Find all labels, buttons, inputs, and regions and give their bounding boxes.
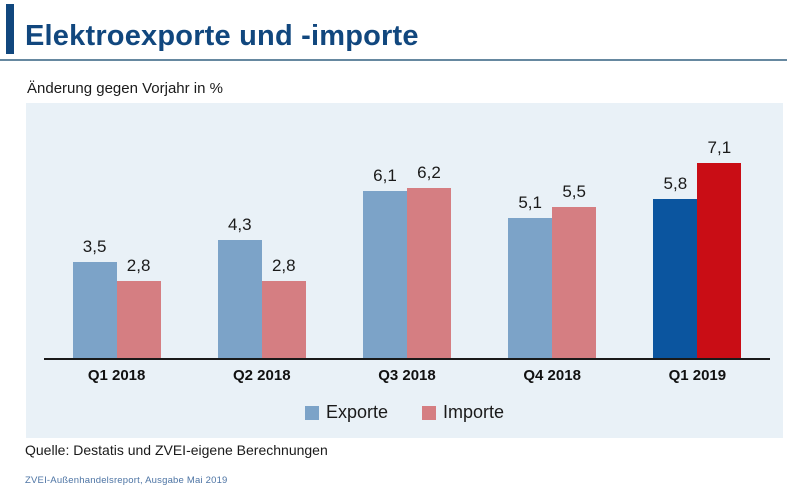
bar-column-importe-q4-2018: 5,5 xyxy=(552,182,597,358)
legend-label: Importe xyxy=(443,402,505,422)
source-note: Quelle: Destatis und ZVEI-eigene Berechn… xyxy=(25,442,328,458)
legend-swatch-icon xyxy=(304,405,319,420)
x-label-q4-2018: Q4 2018 xyxy=(523,367,581,384)
value-label-importe-q2-2018: 2,8 xyxy=(271,256,296,275)
bar-column-importe-q1-2018: 2,8 xyxy=(116,256,161,358)
value-label-importe-q1-2019: 7,1 xyxy=(707,138,732,157)
bar-column-exporte-q1-2018: 3,5 xyxy=(72,237,117,358)
value-label-exporte-q1-2018: 3,5 xyxy=(82,237,107,256)
x-label-q3-2018: Q3 2018 xyxy=(378,367,436,384)
bar-group-q4-2018: 5,1 5,5 xyxy=(508,182,597,358)
bar-group-q1-2018: 3,5 2,8 xyxy=(72,237,161,358)
bar-column-exporte-q3-2018: 6,1 xyxy=(362,166,407,358)
x-label-q1-2018: Q1 2018 xyxy=(87,367,146,384)
bar-importe-q2-2018 xyxy=(261,281,306,358)
bar-column-importe-q2-2018: 2,8 xyxy=(261,256,306,358)
bar-importe-q4-2018 xyxy=(552,207,597,358)
bar-exporte-q2-2018 xyxy=(217,240,262,358)
bar-column-exporte-q1-2019: 5,8 xyxy=(653,174,698,358)
bar-group-q3-2018: 6,1 6,2 xyxy=(362,163,451,358)
value-label-importe-q3-2018: 6,2 xyxy=(417,163,441,182)
legend-item-exporte: Exporte xyxy=(304,402,388,423)
title-divider xyxy=(0,59,787,61)
value-label-exporte-q1-2019: 5,8 xyxy=(663,174,688,193)
x-label-q2-2018: Q2 2018 xyxy=(233,367,291,384)
bar-importe-q1-2018 xyxy=(116,281,161,358)
bar-column-importe-q1-2019: 7,1 xyxy=(697,138,742,358)
value-label-exporte-q4-2018: 5,1 xyxy=(518,193,542,212)
x-label-q1-2019: Q1 2019 xyxy=(668,367,727,384)
bar-importe-q3-2018 xyxy=(406,188,451,358)
chart-legend: Exporte Importe xyxy=(26,402,783,423)
value-label-importe-q1-2018: 2,8 xyxy=(126,256,151,275)
bar-column-exporte-q4-2018: 5,1 xyxy=(508,193,553,358)
bar-group-q2-2018: 4,3 2,8 xyxy=(217,215,306,358)
plot-area: 3,5 2,8 4,3 2,8 6,1 6,2 5,1 5,5 5,8 7,1 Q1 2018 Q2… xyxy=(26,103,783,438)
bar-column-exporte-q2-2018: 4,3 xyxy=(217,215,262,358)
bar-column-importe-q3-2018: 6,2 xyxy=(406,163,451,358)
bar-exporte-q1-2019 xyxy=(653,199,698,358)
legend-label: Exporte xyxy=(325,402,388,422)
footer-note: ZVEI-Außenhandelsreport, Ausgabe Mai 201… xyxy=(25,475,228,486)
value-label-exporte-q3-2018: 6,1 xyxy=(373,166,397,185)
chart-axis-note: Änderung gegen Vorjahr in % xyxy=(27,80,223,97)
bar-group-q1-2019: 5,8 7,1 xyxy=(653,138,742,358)
bar-importe-q1-2019 xyxy=(697,163,742,358)
x-axis-line xyxy=(44,358,770,360)
page-title: Elektroexporte und -importe xyxy=(25,20,419,53)
value-label-importe-q4-2018: 5,5 xyxy=(562,182,586,201)
bar-groups: 3,5 2,8 4,3 2,8 6,1 6,2 5,1 5,5 5,8 7,1 xyxy=(44,103,770,358)
legend-item-importe: Importe xyxy=(422,402,504,423)
x-axis-labels: Q1 2018 Q2 2018 Q3 2018 Q4 2018 Q1 2019 xyxy=(44,367,770,384)
bar-exporte-q3-2018 xyxy=(362,191,407,358)
title-accent-bar xyxy=(6,4,14,54)
bar-exporte-q4-2018 xyxy=(508,218,553,358)
bar-exporte-q1-2018 xyxy=(72,262,117,358)
value-label-exporte-q2-2018: 4,3 xyxy=(227,215,252,234)
legend-swatch-icon xyxy=(422,405,436,420)
